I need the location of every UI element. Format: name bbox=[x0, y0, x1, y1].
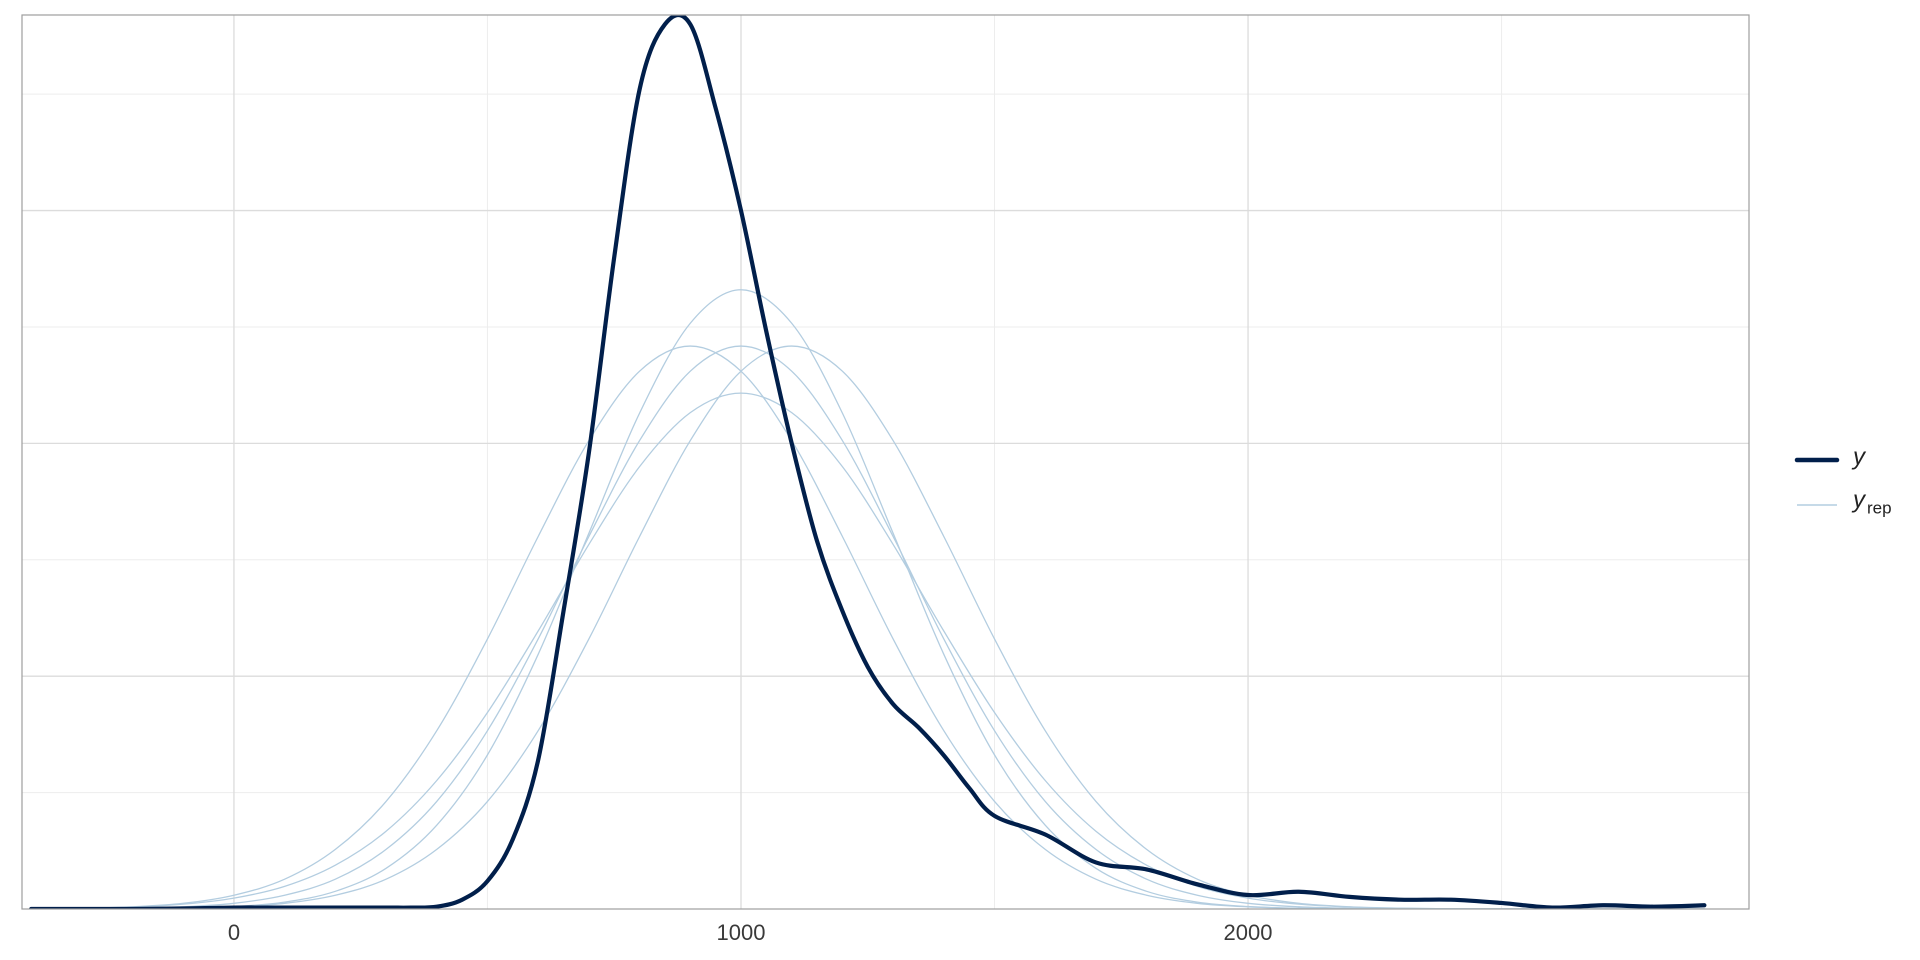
legend-label-subscript: rep bbox=[1867, 498, 1892, 517]
replicate-density-line bbox=[30, 345, 1706, 909]
replicate-density-line bbox=[30, 289, 1706, 909]
replicate-density-line bbox=[30, 392, 1706, 909]
x-axis: 0 1000 2000 bbox=[228, 920, 1273, 945]
replicate-density-line bbox=[30, 345, 1706, 909]
x-tick-label: 2000 bbox=[1224, 920, 1273, 945]
replicate-density-line bbox=[30, 345, 1706, 909]
curves bbox=[29, 15, 1707, 909]
x-tick-label: 1000 bbox=[717, 920, 766, 945]
grid bbox=[22, 15, 1749, 909]
legend-label: y bbox=[1851, 443, 1867, 470]
density-line bbox=[29, 15, 1707, 909]
legend: yy rep bbox=[1794, 443, 1892, 517]
legend-label: y bbox=[1851, 486, 1867, 513]
panel-border bbox=[21, 14, 1750, 910]
x-tick-label: 0 bbox=[228, 920, 240, 945]
